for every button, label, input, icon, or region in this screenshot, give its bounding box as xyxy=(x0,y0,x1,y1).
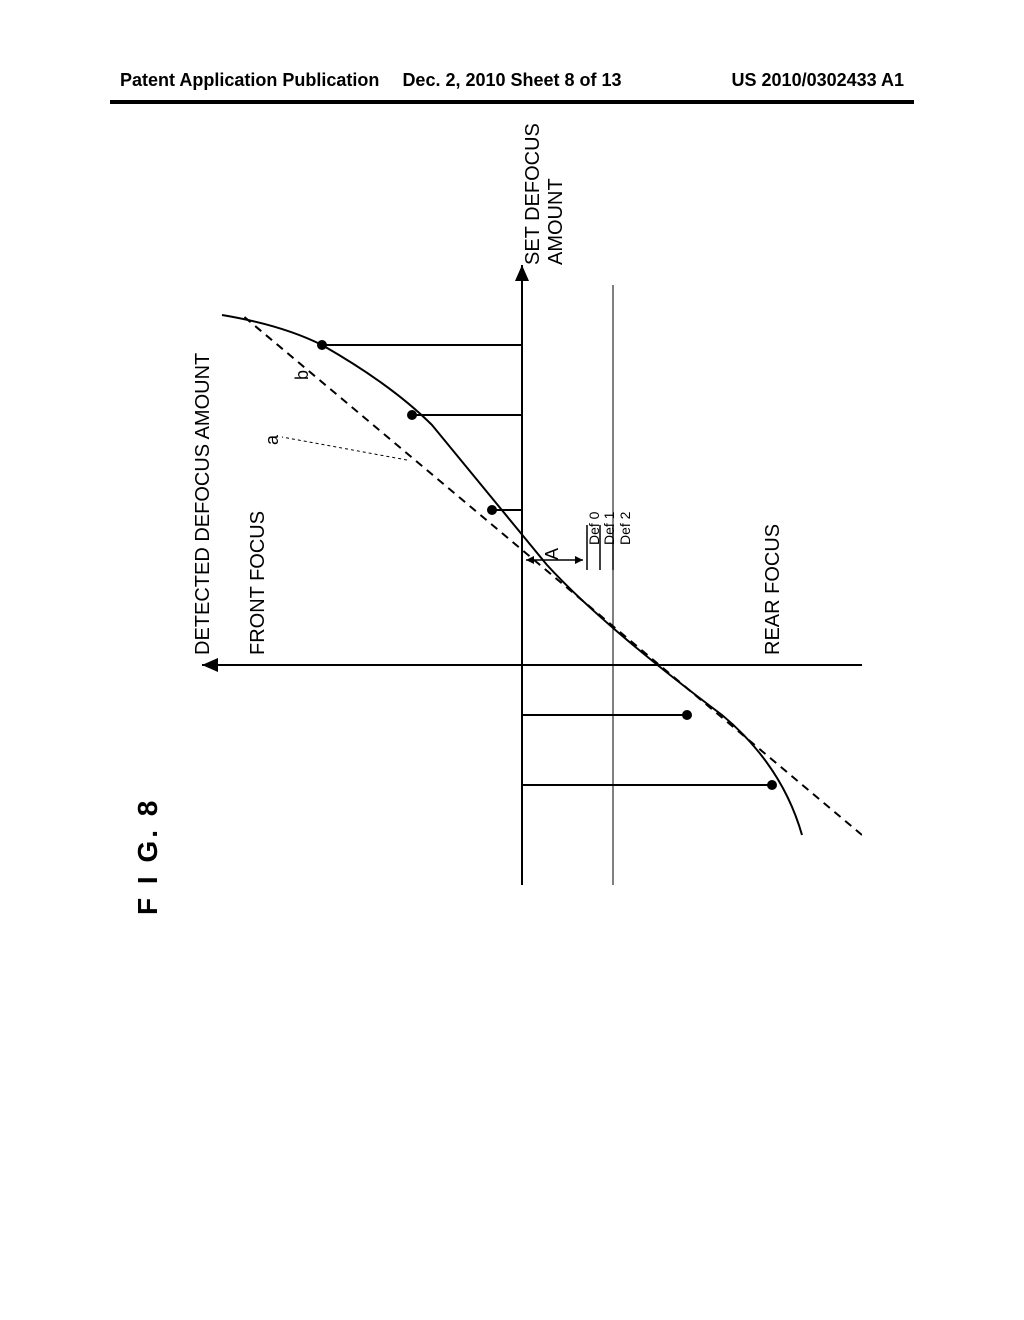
figure-label: F I G. 8 xyxy=(132,798,164,915)
y-axis-label: DETECTED DEFOCUS AMOUNT xyxy=(192,353,215,655)
curve-a-label: a xyxy=(262,435,283,445)
def-labels: Def 0 Def 1 Def 2 xyxy=(587,512,633,545)
figure-container: F I G. 8 DETECTED DEFOCUS AMOUNT SET DEF… xyxy=(162,65,862,965)
def1-label: Def 1 xyxy=(602,512,617,545)
front-focus-label: FRONT FOCUS xyxy=(247,511,270,655)
point-a-label: A xyxy=(542,548,563,560)
rear-focus-label: REAR FOCUS xyxy=(762,524,785,655)
x-axis-label: SET DEFOCUS AMOUNT xyxy=(522,65,568,265)
def0-label: Def 0 xyxy=(587,512,602,545)
curve-b-label: b xyxy=(292,370,313,380)
def2-label: Def 2 xyxy=(618,512,633,545)
